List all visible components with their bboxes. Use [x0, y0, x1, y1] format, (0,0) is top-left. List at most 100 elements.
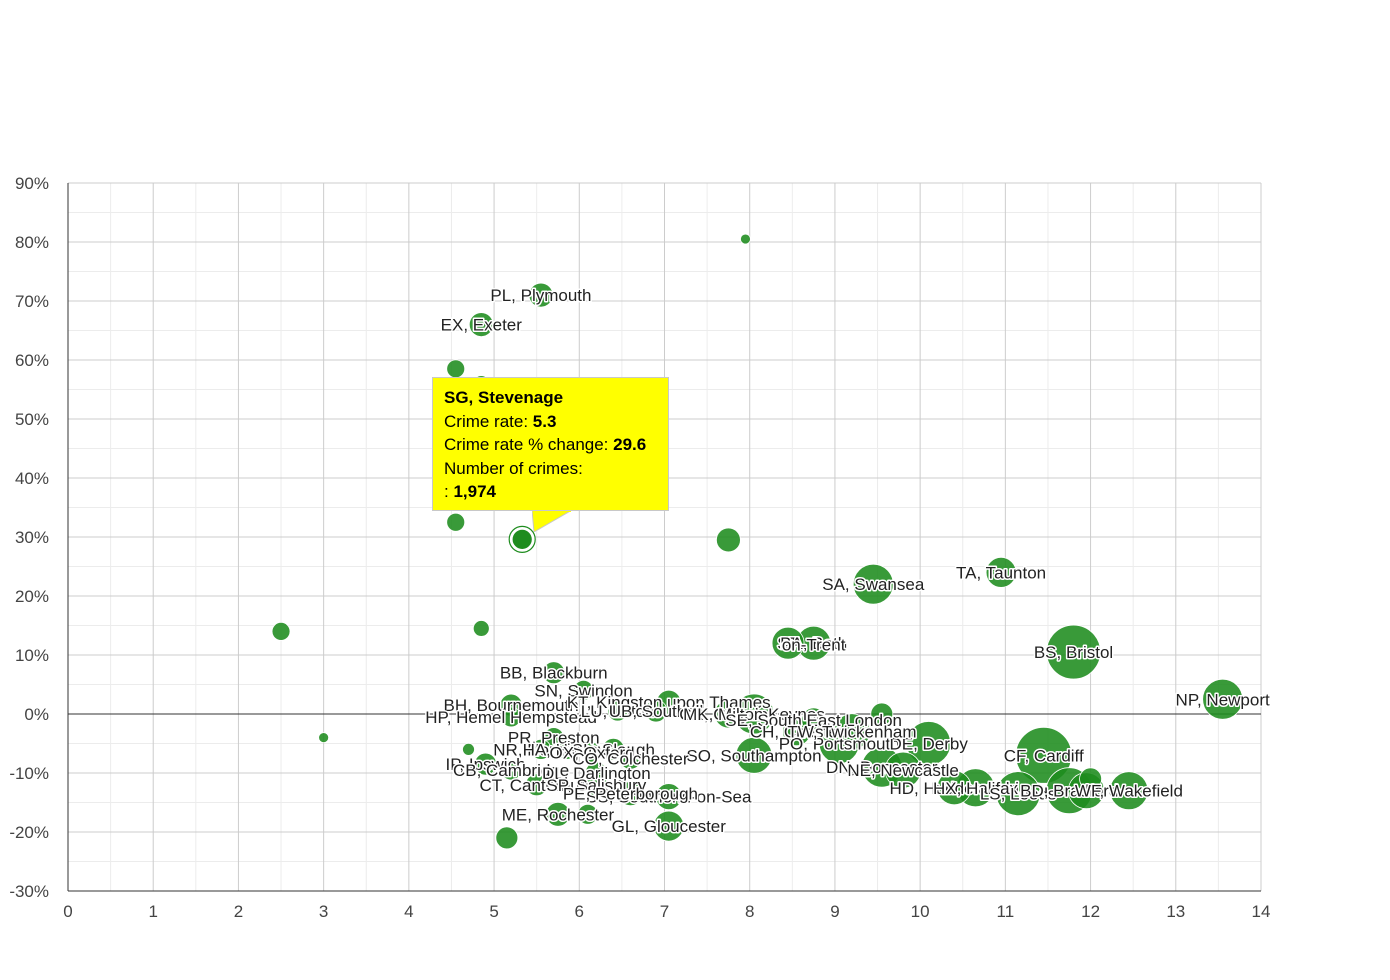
bubble[interactable] [474, 752, 497, 776]
bubble[interactable] [468, 312, 494, 338]
x-tick-label: 5 [489, 902, 498, 921]
bubble[interactable] [833, 713, 871, 751]
bubble[interactable] [556, 739, 577, 760]
bubble[interactable] [511, 528, 533, 550]
bubble-label: LS, Leeds [980, 785, 1057, 804]
tooltip-line-count-label: Number of crimes: [444, 458, 583, 478]
bubble[interactable] [573, 680, 594, 701]
bubble-label: NE, Newcastle [847, 761, 958, 780]
y-tick-label: 90% [15, 174, 49, 193]
bubble-label: KT, Kingston upon Thames [567, 693, 771, 712]
bubble[interactable] [542, 661, 566, 685]
bubble[interactable] [584, 773, 608, 797]
bubble-labels: PL, Plymouth EX, Exeter SA, Swansea TA, Tau… [424, 285, 1272, 838]
bubble-label: TA, Taunton [956, 563, 1046, 582]
bubble[interactable] [545, 801, 571, 827]
bubble[interactable] [653, 810, 685, 842]
bubble[interactable] [495, 826, 519, 850]
y-tick-label: 0% [24, 705, 49, 724]
x-tick-label: 2 [234, 902, 243, 921]
bubble[interactable] [607, 700, 629, 722]
bubble[interactable] [530, 739, 552, 760]
bubble[interactable] [740, 233, 751, 245]
bubble-label: PE, Peterborough [563, 785, 698, 804]
bubble[interactable] [1109, 771, 1149, 811]
bubble[interactable] [812, 642, 816, 646]
bubble[interactable] [446, 512, 466, 532]
bubble[interactable] [852, 563, 894, 605]
bubble[interactable] [500, 759, 522, 781]
x-tick-labels: 0 1 2 3 4 5 6 7 8 9 10 11 12 13 14 [63, 902, 1270, 921]
x-tick-label: 1 [148, 902, 157, 921]
tooltip: SG, Stevenage Crime rate: 5.3 Crime rate… [432, 377, 669, 511]
x-tick-label: 12 [1081, 902, 1100, 921]
y-tick-labels: -30% -20% -10% 0% 10% 20% 30% 40% 50% 60% 70% 80% 90… [9, 174, 49, 901]
bubble-label: HD, Huddersfield [890, 779, 1019, 798]
bubble[interactable] [318, 732, 330, 743]
bubble[interactable] [655, 783, 683, 810]
bubble[interactable] [985, 557, 1017, 588]
bubble[interactable] [446, 359, 466, 379]
y-tick-label: 80% [15, 233, 49, 252]
x-tick-label: 13 [1166, 902, 1185, 921]
bubble[interactable] [716, 527, 741, 553]
bubble[interactable] [472, 620, 490, 637]
bubble-label: DL, Darlington [542, 764, 651, 783]
bubble[interactable] [906, 721, 952, 766]
bubble[interactable] [581, 741, 603, 763]
bubble-label: DE, Derby [889, 735, 968, 754]
bubble[interactable] [525, 773, 549, 797]
bubble[interactable] [870, 702, 894, 726]
bubble[interactable] [462, 743, 475, 756]
bubble-label: SO, Southampton [686, 746, 821, 765]
y-tick-label: 20% [15, 587, 49, 606]
bubble-label: CB, Cambridge [453, 761, 569, 780]
bubble-label: MK, Milton Keynes [683, 705, 825, 724]
bubble-label: CT, Canterbury [480, 776, 595, 795]
x-tick-label: 3 [319, 902, 328, 921]
bubble[interactable] [801, 707, 827, 733]
x-tick-label: 8 [745, 902, 754, 921]
y-tick-label: -30% [9, 882, 49, 901]
bubble[interactable] [500, 706, 522, 728]
x-tick-label: 11 [997, 902, 1015, 921]
bubble-label: NR, Norwich [493, 740, 588, 759]
x-tick-label: 7 [660, 902, 669, 921]
bubble[interactable] [884, 751, 922, 789]
bubble[interactable] [644, 699, 668, 723]
bubble[interactable] [1202, 678, 1244, 720]
tooltip-line-change: Crime rate % change: 29.6 [444, 435, 647, 454]
bubble[interactable] [577, 803, 599, 825]
bubble-label: GL, Gloucester [612, 817, 727, 836]
bubble-label: BS, Bristol [1034, 643, 1113, 662]
x-tick-label: 9 [830, 902, 839, 921]
x-tick-label: 4 [404, 902, 413, 921]
bubble[interactable] [1015, 726, 1073, 784]
bubble[interactable] [619, 746, 642, 770]
bubble-label: ST [777, 634, 799, 653]
bubble-label: BH, Bournemouth [444, 696, 579, 715]
y-tick-label: 30% [15, 528, 49, 547]
bubble-label: PR, Preston [508, 729, 600, 748]
bubble-label: HA, Harrow [523, 740, 612, 759]
bubble[interactable] [618, 781, 643, 807]
x-tick-label: 14 [1252, 902, 1271, 921]
bubble[interactable] [271, 622, 291, 641]
bubble-label: CO, Colchester [572, 749, 689, 768]
bubble-label: HX, Halifax [933, 779, 1019, 798]
bubble-label: DN, Doncaster [826, 758, 938, 777]
bubble[interactable] [528, 282, 554, 308]
bubble[interactable] [771, 626, 805, 660]
bubble[interactable] [714, 699, 743, 729]
bubble-label: IP, Ipswich [446, 755, 526, 774]
tooltip-pointer [532, 510, 572, 532]
tooltip-line-count: : 1,974 [444, 482, 496, 501]
bubble-label: PL, Plymouth [490, 286, 591, 305]
bubble-label: HP, Hemel Hempstead [425, 708, 597, 727]
bubble[interactable] [1079, 767, 1102, 791]
bubble[interactable] [735, 736, 773, 774]
bubble[interactable] [995, 771, 1041, 817]
y-tick-label: 70% [15, 292, 49, 311]
bubble[interactable] [936, 770, 972, 806]
bubble[interactable] [1046, 624, 1101, 680]
